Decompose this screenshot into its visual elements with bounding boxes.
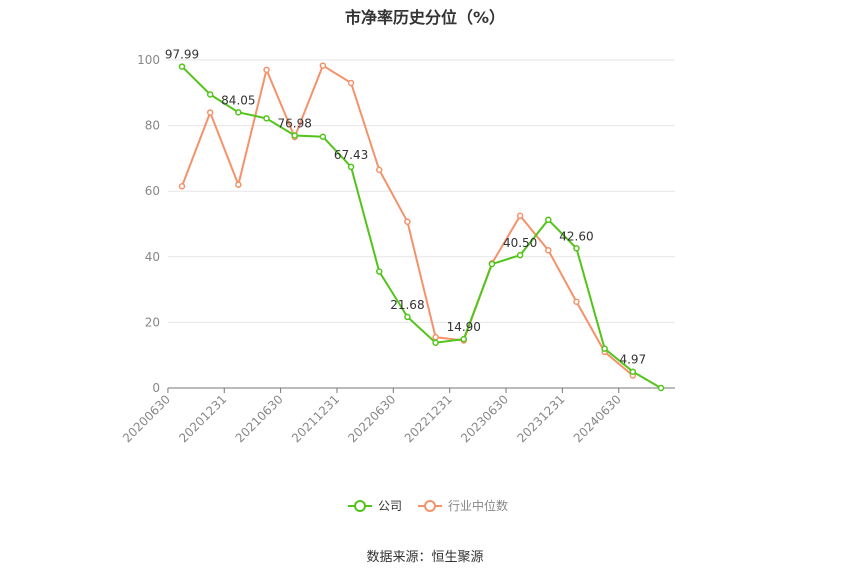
source-note: 数据来源：恒生聚源: [366, 550, 484, 565]
data-point: [573, 245, 580, 252]
y-tick-label: 80: [145, 119, 160, 133]
data-point: [516, 251, 524, 259]
data-point: [263, 66, 270, 74]
x-tick-label: 20221231: [402, 392, 455, 445]
x-tick-label: 20220630: [345, 392, 398, 445]
data-point: [206, 109, 214, 116]
data-point: [235, 109, 242, 116]
data-point: [375, 166, 383, 174]
data-label: 97.99: [165, 48, 199, 62]
data-label: 40.50: [503, 236, 537, 250]
data-point: [488, 260, 496, 268]
data-point: [206, 91, 214, 98]
y-tick-label: 60: [145, 184, 160, 198]
data-point: [629, 368, 637, 375]
x-tick-label: 20210630: [233, 392, 286, 445]
data-point: [657, 384, 665, 392]
y-tick-label: 20: [145, 315, 160, 329]
data-point: [263, 115, 270, 122]
data-point: [375, 268, 383, 275]
data-point: [404, 313, 411, 321]
data-point: [319, 62, 327, 69]
data-label: 84.05: [221, 93, 255, 107]
data-point: [460, 335, 468, 343]
data-point: [178, 63, 186, 70]
x-tick-label: 20200630: [120, 392, 173, 445]
data-point: [291, 132, 298, 139]
data-point: [516, 212, 524, 220]
data-label: 4.97: [619, 353, 646, 367]
data-point: [347, 163, 355, 171]
y-tick-label: 100: [137, 53, 160, 67]
data-point: [432, 333, 439, 341]
x-tick-label: 20240630: [571, 392, 624, 445]
y-tick-label: 40: [145, 250, 160, 264]
data-point: [545, 216, 552, 223]
chart-title: 市净率历史分位（%）: [344, 8, 506, 27]
series-line: [181, 65, 662, 389]
data-point: [573, 298, 580, 305]
legend-marker: [354, 500, 366, 512]
y-tick-label: 0: [152, 381, 160, 395]
data-point: [404, 218, 411, 225]
data-point: [178, 183, 186, 190]
data-label: 21.68: [390, 298, 424, 312]
legend-marker: [424, 500, 436, 512]
legend-label: 行业中位数: [448, 498, 508, 513]
data-label: 42.60: [559, 229, 593, 243]
data-point: [545, 246, 552, 254]
data-point: [601, 345, 608, 352]
legend-label: 公司: [378, 499, 402, 513]
data-label: 67.43: [334, 148, 368, 162]
data-label: 76.98: [278, 117, 312, 131]
data-point: [347, 79, 355, 87]
data-point: [235, 181, 242, 188]
x-tick-label: 20231231: [514, 392, 567, 445]
x-tick-label: 20201231: [176, 392, 229, 445]
data-point: [432, 339, 439, 346]
data-point: [319, 133, 327, 141]
x-tick-label: 20230630: [458, 392, 511, 445]
data-label: 14.90: [447, 320, 481, 334]
x-tick-label: 20211231: [289, 392, 342, 445]
